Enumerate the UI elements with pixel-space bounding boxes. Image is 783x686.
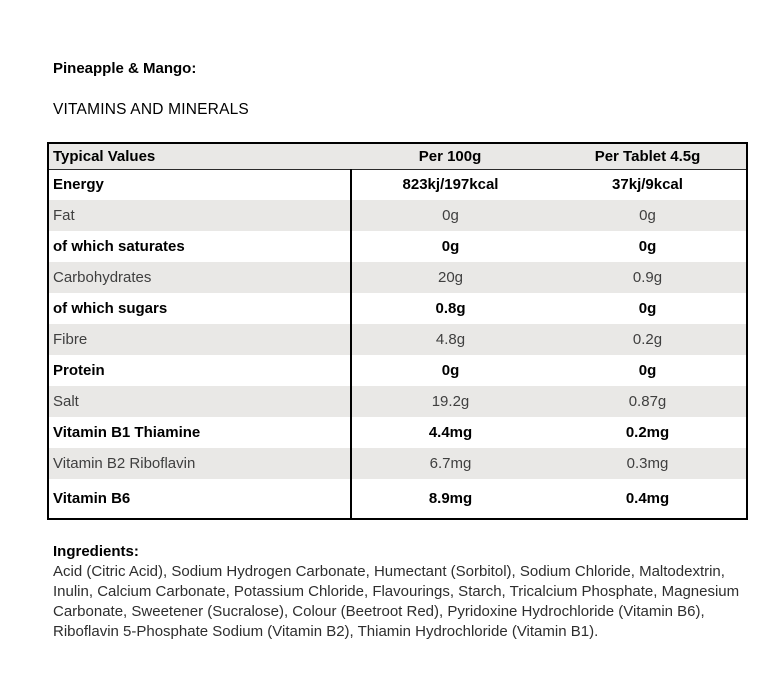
table-row: Vitamin B1 Thiamine 4.4mg 0.2mg [48,417,747,448]
header-per-100g: Per 100g [351,143,549,170]
table-row: Vitamin B2 Riboflavin 6.7mg 0.3mg [48,448,747,479]
nutrition-table-body: Energy 823kj/197kcal 37kj/9kcal Fat 0g 0… [48,169,747,519]
row-value-per-100g: 6.7mg [429,455,472,472]
table-row: Fat 0g 0g [48,200,747,231]
row-value-per-100g: 0.8g [435,300,466,317]
nutrition-table-header: Typical Values Per 100g Per Tablet 4.5g [48,143,747,170]
nutrition-table: Typical Values Per 100g Per Tablet 4.5g … [47,142,748,520]
row-value-per-tablet: 37kj/9kcal [612,176,683,194]
table-row: Fibre 4.8g 0.2g [48,324,747,355]
row-label: Vitamin B1 Thiamine [48,417,352,448]
row-value-per-tablet: 0.87g [628,393,667,410]
row-label: Fibre [48,324,352,355]
row-label: Salt [48,386,352,417]
table-row: of which saturates 0g 0g [48,231,747,262]
row-value-per-100g: 8.9mg [428,490,473,507]
row-value-per-tablet: 0g [638,362,657,379]
product-title: Pineapple & Mango: [53,60,197,77]
header-typical-values: Typical Values [48,143,351,170]
nutrition-label-page: Pineapple & Mango: VITAMINS AND MINERALS… [47,60,755,642]
row-value-per-tablet: 0.3mg [626,455,669,472]
row-label: Protein [48,355,352,386]
ingredients-section: Ingredients: Acid (Citric Acid), Sodium … [53,542,755,642]
row-label: Energy [48,169,352,200]
row-value-per-100g: 4.4mg [428,424,473,441]
row-value-per-100g: 20g [437,269,464,286]
row-value-per-100g: 0g [441,362,460,379]
row-value-per-tablet: 0g [638,238,657,255]
header-row: Typical Values Per 100g Per Tablet 4.5g [48,143,747,170]
row-label: Carbohydrates [48,262,352,293]
row-value-per-tablet: 0g [639,207,656,224]
table-row: Protein 0g 0g [48,355,747,386]
row-value-per-tablet: 0.4mg [625,490,670,507]
row-value-per-100g: 4.8g [435,331,466,348]
section-title: VITAMINS AND MINERALS [53,101,249,118]
table-row: Vitamin B6 8.9mg 0.4mg [48,479,747,519]
row-value-per-tablet: 0.9g [632,269,663,286]
row-label: Vitamin B6 [48,479,352,519]
ingredients-heading: Ingredients: [53,543,139,560]
table-row: of which sugars 0.8g 0g [48,293,747,324]
table-row: Energy 823kj/197kcal 37kj/9kcal [48,169,747,200]
row-value-per-100g: 0g [441,238,460,255]
row-value-per-tablet: 0g [638,300,657,317]
ingredients-text: Acid (Citric Acid), Sodium Hydrogen Carb… [53,563,740,640]
row-value-per-100g: 823kj/197kcal [402,176,499,194]
header-per-tablet: Per Tablet 4.5g [549,143,747,170]
row-label: Vitamin B2 Riboflavin [48,448,352,479]
table-row: Carbohydrates 20g 0.9g [48,262,747,293]
row-value-per-100g: 0g [442,207,459,224]
row-label: of which sugars [48,293,352,324]
row-label: of which saturates [48,231,352,262]
table-row: Salt 19.2g 0.87g [48,386,747,417]
row-label: Fat [48,200,352,231]
row-value-per-tablet: 0.2mg [625,424,670,441]
row-value-per-100g: 19.2g [431,393,470,410]
row-value-per-tablet: 0.2g [632,331,663,348]
